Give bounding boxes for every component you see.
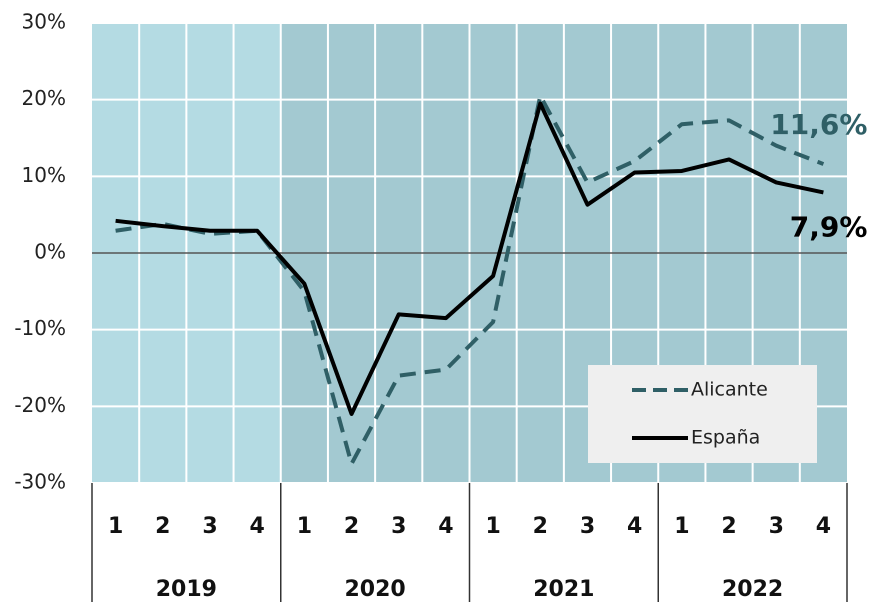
x-tick-label: 1 [297, 514, 312, 539]
x-tick-label: 3 [580, 514, 595, 539]
year-label: 2022 [722, 577, 783, 602]
y-tick-label: -20% [14, 393, 66, 417]
series-line [115, 93, 825, 466]
y-tick-label: -30% [14, 470, 66, 494]
year-label: 2021 [533, 577, 594, 602]
x-tick-label: 4 [250, 514, 265, 539]
x-tick-label: 3 [391, 514, 406, 539]
legend-box [588, 365, 817, 463]
x-tick-label: 2 [721, 514, 736, 539]
x-tick-label: 2 [533, 514, 548, 539]
y-tick-label: 10% [22, 163, 66, 187]
x-tick-label: 4 [438, 514, 453, 539]
x-tick-label: 1 [108, 514, 123, 539]
y-tick-label: -10% [14, 316, 66, 340]
y-tick-label: 30% [22, 10, 66, 34]
x-tick-label: 3 [202, 514, 217, 539]
legend-label: Alicante [691, 379, 768, 401]
value-label: 7,9% [790, 210, 868, 243]
y-tick-label: 20% [22, 86, 66, 110]
series-line [115, 101, 824, 416]
x-tick-label: 1 [674, 514, 689, 539]
x-tick-label: 2 [155, 514, 170, 539]
y-tick-label: 0% [34, 240, 66, 264]
x-tick-label: 2 [344, 514, 359, 539]
value-label: 11,6% [770, 108, 867, 141]
x-tick-label: 4 [627, 514, 642, 539]
legend-label: España [691, 427, 760, 449]
year-label: 2020 [345, 577, 406, 602]
year-label: 2019 [156, 577, 217, 602]
x-tick-label: 4 [816, 514, 831, 539]
x-tick-label: 3 [769, 514, 784, 539]
x-tick-label: 1 [485, 514, 500, 539]
